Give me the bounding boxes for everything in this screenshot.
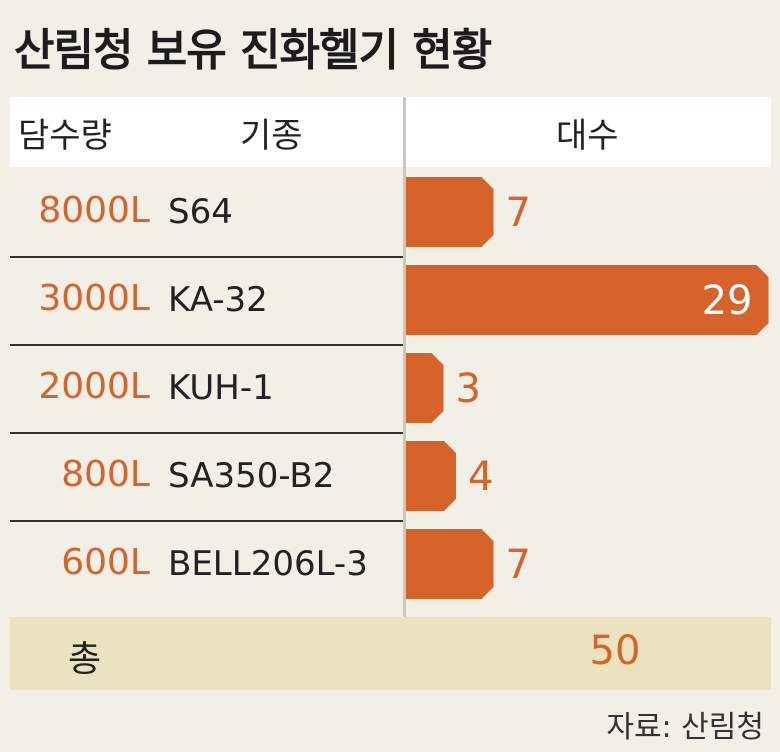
header-count: 대수: [556, 116, 619, 156]
bar-value-label: 7: [506, 190, 531, 236]
header-model: 기종: [240, 116, 303, 156]
row-separator: [10, 344, 403, 346]
chart-title: 산림청 보유 진화헬기 현황: [14, 25, 492, 76]
header-capacity: 담수량: [18, 116, 112, 156]
row-capacity: 800L: [61, 454, 150, 495]
row-capacity: 3000L: [38, 278, 150, 319]
bar: [406, 177, 494, 247]
row-separator: [10, 432, 403, 434]
bar: [406, 529, 494, 599]
bar: [406, 441, 456, 511]
row-capacity: 8000L: [38, 190, 150, 231]
total-value: 50: [589, 628, 641, 674]
row-separator: [10, 520, 403, 522]
table-header: [10, 97, 771, 167]
row-capacity: 2000L: [38, 366, 150, 407]
source-note: 자료: 산림청: [606, 710, 764, 745]
row-model: KA-32: [168, 280, 268, 320]
row-model: S64: [168, 192, 233, 232]
row-model: SA350-B2: [168, 456, 335, 496]
bar-value-label: 3: [456, 366, 481, 412]
row-capacity: 600L: [61, 542, 150, 583]
total-row: [10, 617, 771, 690]
bar: [406, 353, 444, 423]
bar-value-label: 7: [506, 542, 531, 588]
bar-value-label: 4: [468, 454, 493, 500]
column-divider: [403, 97, 406, 690]
row-separator: [10, 256, 403, 258]
bar-value-label: 29: [702, 278, 753, 324]
row-model: BELL206L-3: [168, 544, 368, 584]
bar: [406, 265, 769, 335]
row-model: KUH-1: [168, 368, 274, 408]
total-label: 총: [68, 639, 102, 680]
